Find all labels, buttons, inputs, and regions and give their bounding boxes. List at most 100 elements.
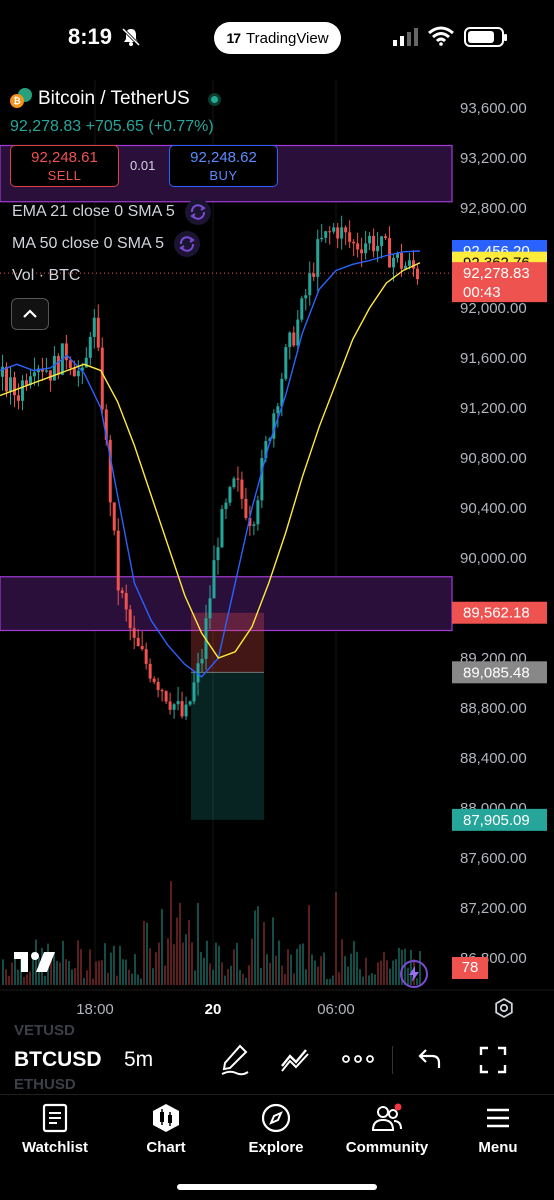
candle-body xyxy=(24,380,28,386)
volume-bar xyxy=(35,939,37,985)
sync-icon[interactable] xyxy=(174,231,201,257)
market-open-dot xyxy=(207,92,221,106)
nav-menu[interactable]: Menu xyxy=(448,1103,548,1156)
candle-body xyxy=(248,518,252,526)
volume-bar xyxy=(284,974,286,985)
volume-bar xyxy=(317,966,319,985)
symbol-selector[interactable]: BTCUSD xyxy=(14,1048,102,1071)
volume-bar xyxy=(371,973,373,985)
volume-bar xyxy=(128,969,130,985)
candle-body xyxy=(136,637,140,646)
compass-icon xyxy=(261,1103,291,1133)
indicator-ema[interactable]: EMA 21 close 0 SMA 5 xyxy=(12,199,211,225)
price-change: +705.65 (+0.77%) xyxy=(85,118,214,135)
more-icon[interactable] xyxy=(342,1054,374,1064)
candle-body xyxy=(312,273,316,277)
candle-body xyxy=(184,704,188,717)
volume-bar xyxy=(296,948,298,985)
price-tag xyxy=(452,661,547,684)
trend-line-icon[interactable] xyxy=(280,1044,312,1074)
candle-body xyxy=(192,682,196,702)
lightning-icon[interactable] xyxy=(400,960,428,988)
volume-bar xyxy=(281,965,283,985)
volume-bar xyxy=(206,940,208,985)
volume-bar xyxy=(122,959,124,985)
volume-bar xyxy=(398,947,400,985)
status-time: 8:19 xyxy=(68,24,113,49)
community-icon xyxy=(371,1103,402,1131)
price-tick-label: 88,400.00 xyxy=(460,750,527,767)
nav-community[interactable]: Community xyxy=(337,1103,437,1156)
candle-body xyxy=(216,547,220,561)
indicator-volume[interactable]: Vol · BTC xyxy=(12,267,80,285)
candle-body xyxy=(296,319,300,346)
price-tag-label: 89,562.18 xyxy=(463,605,530,622)
nav-watchlist[interactable]: Watchlist xyxy=(5,1103,105,1156)
volume-bar xyxy=(179,902,181,985)
volume-bar xyxy=(119,945,121,985)
price-tick-label: 93,600.00 xyxy=(460,100,527,117)
candle-body xyxy=(276,406,280,414)
volume-bar xyxy=(230,965,232,985)
volume-bar xyxy=(275,955,277,985)
volume-bar xyxy=(116,975,118,985)
bell-muted-icon xyxy=(121,27,141,47)
wifi-icon xyxy=(428,26,454,46)
price-tag xyxy=(452,262,547,303)
candle-body xyxy=(400,252,404,269)
nav-explore[interactable]: Explore xyxy=(226,1103,326,1156)
volume-bar xyxy=(374,974,376,985)
price-tag-label: 87,905.09 xyxy=(463,812,530,829)
volume-bar xyxy=(335,892,337,985)
indicator-ema-label: EMA 21 close 0 SMA 5 xyxy=(12,203,175,220)
collapse-indicators-button[interactable] xyxy=(11,298,49,330)
candle-body xyxy=(188,701,192,705)
price-tick-label: 91,600.00 xyxy=(460,350,527,367)
sync-icon[interactable] xyxy=(184,199,211,225)
volume-bar xyxy=(23,976,25,985)
pen-icon[interactable] xyxy=(220,1044,250,1076)
undo-icon[interactable] xyxy=(418,1048,442,1070)
price-tag xyxy=(452,601,547,624)
candle-body xyxy=(224,502,228,510)
volume-bar xyxy=(188,920,190,985)
candle-body xyxy=(72,368,76,377)
candle-body xyxy=(80,367,84,371)
candle-body xyxy=(164,691,168,702)
candle-body xyxy=(44,370,48,372)
volume-bar xyxy=(80,949,82,985)
candle-body xyxy=(344,227,348,233)
volume-bar xyxy=(173,944,175,985)
candle-body xyxy=(132,628,136,638)
buy-button[interactable]: 92,248.62 BUY xyxy=(169,145,278,187)
volume-bar xyxy=(248,965,250,985)
settings-gear-icon[interactable] xyxy=(493,997,515,1019)
volume-bar xyxy=(98,960,100,985)
timeframe-selector[interactable]: 5m xyxy=(124,1048,154,1071)
cellular-signal-icon xyxy=(393,28,418,46)
fullscreen-icon[interactable] xyxy=(479,1046,507,1074)
volume-bar xyxy=(350,953,352,985)
nav-chart[interactable]: Chart xyxy=(116,1103,216,1156)
nav-watchlist-label: Watchlist xyxy=(21,1139,89,1156)
symbol-header[interactable]: ₿ Bitcoin / TetherUS xyxy=(10,88,221,110)
volume-bar xyxy=(311,954,313,985)
buy-price: 92,248.62 xyxy=(190,149,257,166)
volume-bar xyxy=(347,966,349,985)
price-chart[interactable]: 93,600.00 93,200.00 92,800.00 92,000.00 91,6… xyxy=(0,80,554,1080)
indicator-ma[interactable]: MA 50 close 0 SMA 5 xyxy=(12,231,201,257)
buy-label: BUY xyxy=(209,168,238,183)
candle-body xyxy=(360,249,364,254)
volume-bar xyxy=(251,938,253,985)
candle-body xyxy=(84,357,88,368)
candle-body xyxy=(156,681,160,690)
quote-line: 92,278.83 +705.65 (+0.77%) xyxy=(10,118,214,136)
candle-body xyxy=(388,238,392,268)
sell-button[interactable]: 92,248.61 SELL xyxy=(10,145,119,187)
candle-body xyxy=(120,590,124,594)
next-symbol-hint: ETHUSD xyxy=(14,1076,76,1093)
candle-body xyxy=(208,598,212,619)
volume-bar xyxy=(338,972,340,985)
app-pill[interactable]: 17 TradingView xyxy=(214,22,341,54)
nav-menu-label: Menu xyxy=(478,1139,518,1156)
